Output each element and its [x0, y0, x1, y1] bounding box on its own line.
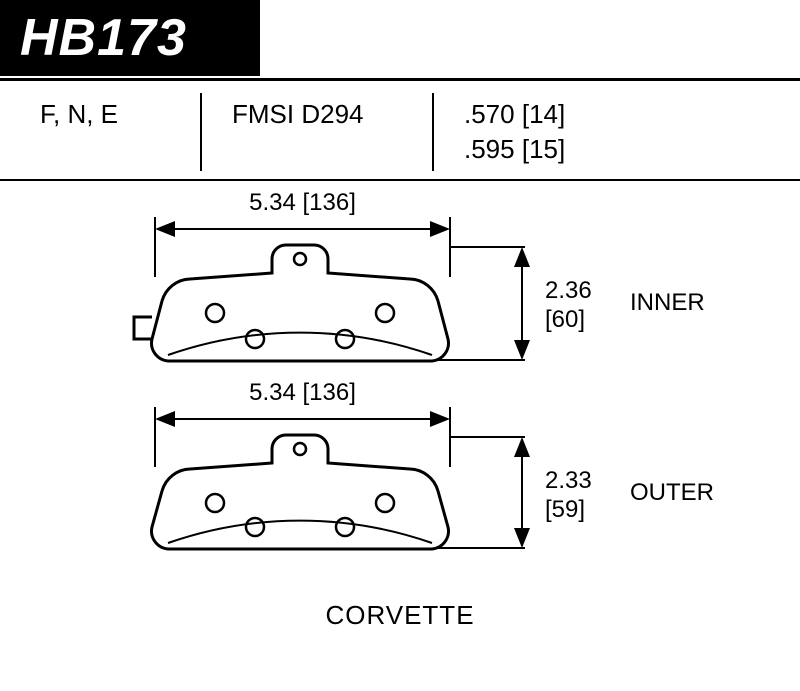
part-number-banner: HB173	[0, 0, 260, 76]
dimension-label: 5.34 [136]	[155, 379, 450, 407]
thickness-value: .595 [15]	[464, 134, 565, 165]
compounds: F, N, E	[40, 99, 200, 130]
arrow-up-icon	[514, 437, 530, 457]
inner-pad-outline	[120, 239, 480, 379]
fmsi-code: FMSI D294	[202, 99, 432, 130]
arrow-left-icon	[155, 411, 175, 427]
outer-label: OUTER	[630, 479, 714, 507]
outer-width-dimension: 5.34 [136]	[155, 407, 450, 431]
thickness-in: .595	[464, 134, 515, 164]
thickness-value: .570 [14]	[464, 99, 565, 130]
vehicle-name: CORVETTE	[0, 600, 800, 631]
info-row: F, N, E FMSI D294 .570 [14] .595 [15]	[0, 81, 800, 179]
thickness-mm: 15	[529, 134, 558, 164]
arrow-right-icon	[430, 411, 450, 427]
thickness-in: .570	[464, 99, 515, 129]
inner-width-dimension: 5.34 [136]	[155, 217, 450, 241]
outer-height-dimension	[510, 437, 534, 548]
arrow-left-icon	[155, 221, 175, 237]
arrow-down-icon	[514, 340, 530, 360]
thickness-mm: 14	[529, 99, 558, 129]
arrow-up-icon	[514, 247, 530, 267]
arrow-right-icon	[430, 221, 450, 237]
dimension-label: 2.36 [60]	[545, 277, 592, 335]
diagram-area: 5.34 [136] 2.36 [60] INNER 5.34	[0, 181, 800, 641]
part-number: HB173	[20, 8, 240, 68]
thickness-list: .570 [14] .595 [15]	[434, 99, 565, 165]
dimension-label: 5.34 [136]	[155, 189, 450, 217]
dimension-label: 2.33 [59]	[545, 467, 592, 525]
outer-pad-outline	[120, 429, 480, 569]
inner-height-dimension	[510, 247, 534, 360]
inner-label: INNER	[630, 289, 705, 317]
arrow-down-icon	[514, 528, 530, 548]
